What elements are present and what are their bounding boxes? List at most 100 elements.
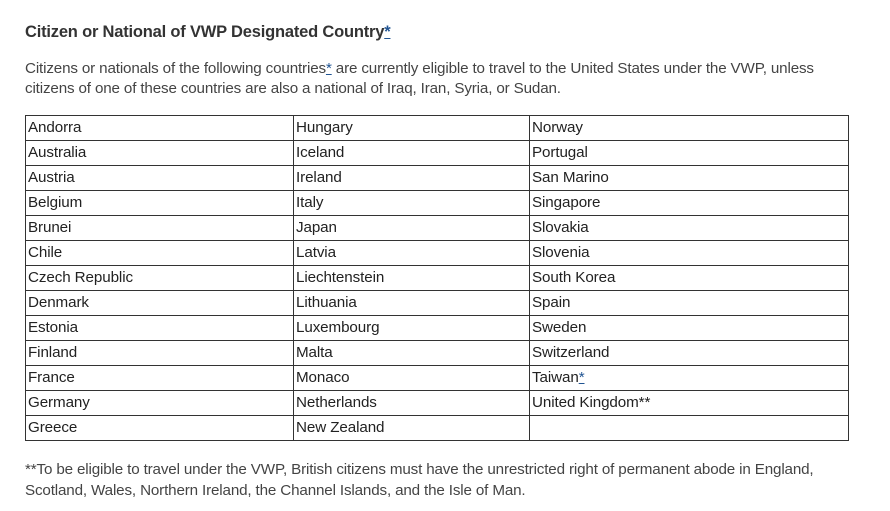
country-cell: Switzerland: [529, 340, 849, 366]
country-cell: Italy: [293, 190, 530, 216]
table-row: Denmark Lithuania Spain: [25, 290, 849, 316]
country-cell: [529, 415, 849, 441]
table-row: France Monaco Taiwan*: [25, 365, 849, 391]
country-cell: Norway: [529, 115, 849, 141]
country-name: Singapore: [532, 194, 601, 211]
taiwan-footnote-link[interactable]: *: [578, 369, 585, 386]
intro-footnote-link[interactable]: *: [325, 60, 332, 77]
countries-table: Andorra Hungary Norway Australia Iceland Port…: [25, 115, 849, 441]
country-cell: Ireland: [293, 165, 530, 191]
country-name: Italy: [296, 194, 324, 211]
country-name: Liechtenstein: [296, 269, 385, 286]
country-cell: Luxembourg: [293, 315, 530, 341]
country-cell: Lithuania: [293, 290, 530, 316]
country-name: United Kingdom**: [532, 394, 651, 411]
country-cell: Australia: [25, 140, 294, 166]
country-name: Germany: [28, 394, 90, 411]
table-row: Austria Ireland San Marino: [25, 165, 849, 191]
table-row: Czech Republic Liechtenstein South Korea: [25, 265, 849, 291]
table-row: Chile Latvia Slovenia: [25, 240, 849, 266]
country-cell: Denmark: [25, 290, 294, 316]
table-row: Finland Malta Switzerland: [25, 340, 849, 366]
country-name: Brunei: [28, 219, 72, 236]
country-cell: New Zealand: [293, 415, 530, 441]
country-cell: Singapore: [529, 190, 849, 216]
country-name: Austria: [28, 169, 75, 186]
footnote: **To be eligible to travel under the VWP…: [25, 461, 814, 499]
country-cell: Iceland: [293, 140, 530, 166]
country-name: Hungary: [296, 119, 353, 136]
country-cell: Chile: [25, 240, 294, 266]
table-row: Andorra Hungary Norway: [25, 115, 849, 141]
country-cell: Spain: [529, 290, 849, 316]
table-row: Estonia Luxembourg Sweden: [25, 315, 849, 341]
country-cell: Andorra: [25, 115, 294, 141]
country-name: Netherlands: [296, 394, 377, 411]
country-name: Australia: [28, 144, 87, 161]
country-name: Denmark: [28, 294, 89, 311]
section-heading: Citizen or National of VWP Designated Co…: [25, 22, 890, 42]
country-cell: Hungary: [293, 115, 530, 141]
table-row: Brunei Japan Slovakia: [25, 215, 849, 241]
country-cell: Brunei: [25, 215, 294, 241]
country-cell: Germany: [25, 390, 294, 416]
country-name: Luxembourg: [296, 319, 380, 336]
country-cell: Japan: [293, 215, 530, 241]
country-cell: Liechtenstein: [293, 265, 530, 291]
country-cell: Estonia: [25, 315, 294, 341]
heading-footnote-link[interactable]: *: [384, 23, 391, 41]
table-row: Germany Netherlands United Kingdom**: [25, 390, 849, 416]
table-row: Belgium Italy Singapore: [25, 190, 849, 216]
country-cell: Malta: [293, 340, 530, 366]
country-cell: San Marino: [529, 165, 849, 191]
country-cell: Czech Republic: [25, 265, 294, 291]
country-name: Chile: [28, 244, 63, 261]
country-name: Latvia: [296, 244, 336, 261]
intro-text-end: are currently eligible to travel to the …: [25, 60, 814, 97]
table-row: Australia Iceland Portugal: [25, 140, 849, 166]
country-name: Iceland: [296, 144, 345, 161]
country-name: Czech Republic: [28, 269, 133, 286]
country-name: Slovakia: [532, 219, 589, 236]
country-cell: United Kingdom**: [529, 390, 849, 416]
country-name: Belgium: [28, 194, 83, 211]
intro-text-start: Citizens or nationals of the following c…: [25, 60, 326, 77]
country-name: Andorra: [28, 119, 82, 136]
country-cell: Belgium: [25, 190, 294, 216]
countries-table-body: Andorra Hungary Norway Australia Iceland Port…: [25, 115, 849, 441]
country-name: France: [28, 369, 75, 386]
country-cell: Taiwan*: [529, 365, 849, 391]
country-cell: Latvia: [293, 240, 530, 266]
country-cell: Slovakia: [529, 215, 849, 241]
country-name: Portugal: [532, 144, 588, 161]
country-cell: Monaco: [293, 365, 530, 391]
country-cell: Greece: [25, 415, 294, 441]
country-name: Finland: [28, 344, 78, 361]
country-cell: Slovenia: [529, 240, 849, 266]
country-name: Monaco: [296, 369, 350, 386]
country-cell: Portugal: [529, 140, 849, 166]
heading-text: Citizen or National of VWP Designated Co…: [25, 23, 385, 41]
country-cell: Austria: [25, 165, 294, 191]
country-name: Slovenia: [532, 244, 590, 261]
country-name: Spain: [532, 294, 571, 311]
country-name: Taiwan: [532, 369, 579, 386]
country-name: Malta: [296, 344, 333, 361]
country-name: Greece: [28, 419, 78, 436]
country-cell: South Korea: [529, 265, 849, 291]
country-cell: France: [25, 365, 294, 391]
country-cell: Sweden: [529, 315, 849, 341]
country-name: Japan: [296, 219, 337, 236]
country-name: South Korea: [532, 269, 616, 286]
intro-paragraph: Citizens or nationals of the following c…: [25, 59, 855, 99]
country-name: San Marino: [532, 169, 609, 186]
country-name: Norway: [532, 119, 583, 136]
country-name: New Zealand: [296, 419, 385, 436]
country-name: Sweden: [532, 319, 587, 336]
country-cell: Netherlands: [293, 390, 530, 416]
country-name: Lithuania: [296, 294, 357, 311]
country-cell: Finland: [25, 340, 294, 366]
country-name: Ireland: [296, 169, 342, 186]
country-name: Estonia: [28, 319, 78, 336]
